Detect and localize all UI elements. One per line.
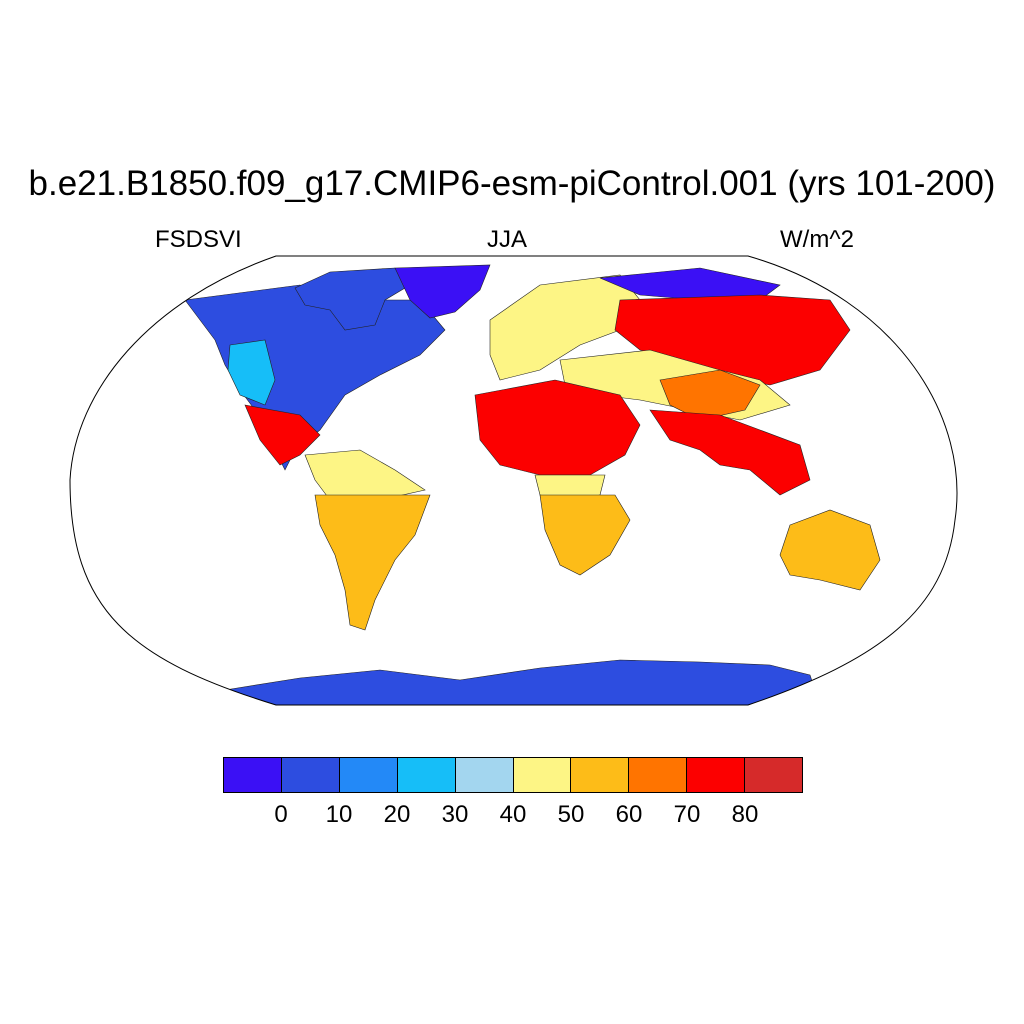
northern-south-america-region [304,449,426,501]
colorbar-box [224,758,282,792]
greenland-region [394,264,491,319]
colorbar-tick-label: 50 [557,801,585,828]
south-asia-region [649,409,811,496]
colorbar-box [745,758,803,792]
colorbar-tick-label: 30 [441,801,469,828]
colorbar-box [397,758,456,792]
siberia-region [614,294,851,386]
colorbar-tick-label: 40 [499,801,527,828]
plot-title: b.e21.B1850.f09_g17.CMIP6-esm-piControl.… [28,164,996,203]
tibet-region [659,369,761,421]
antarctica-region [224,659,821,705]
canada-arctic-region [294,267,411,331]
colorbar-tick-label: 70 [673,801,701,828]
season-label: JJA [487,226,528,253]
southern-africa-region [539,494,631,576]
colorbar-box [629,758,688,792]
variable-label: FSDSVI [155,226,242,253]
mexico-region [244,404,321,466]
europe-region [489,274,641,381]
western-us-region [227,339,276,406]
globe-outline [69,255,958,706]
colorbar-box [455,758,514,792]
colorbar [223,757,803,793]
colorbar-tick-label: 10 [325,801,353,828]
colorbar-ticks: 0 10 20 30 40 50 60 70 80 [0,800,1024,832]
north-america-region [184,284,446,471]
colorbar-box [687,758,746,792]
colorbar-box [513,758,572,792]
south-america-region [314,494,431,631]
colorbar-tick-label: 20 [383,801,411,828]
colorbar-box [281,758,340,792]
colorbar-tick-label: 0 [274,801,288,828]
north-africa-region [474,379,641,476]
colorbar-tick-label: 60 [615,801,643,828]
australia-region [779,509,881,591]
colorbar-box [571,758,630,792]
colorbar-box [339,758,398,792]
units-label: W/m^2 [780,226,854,253]
colorbar-tick-label: 80 [731,801,759,828]
